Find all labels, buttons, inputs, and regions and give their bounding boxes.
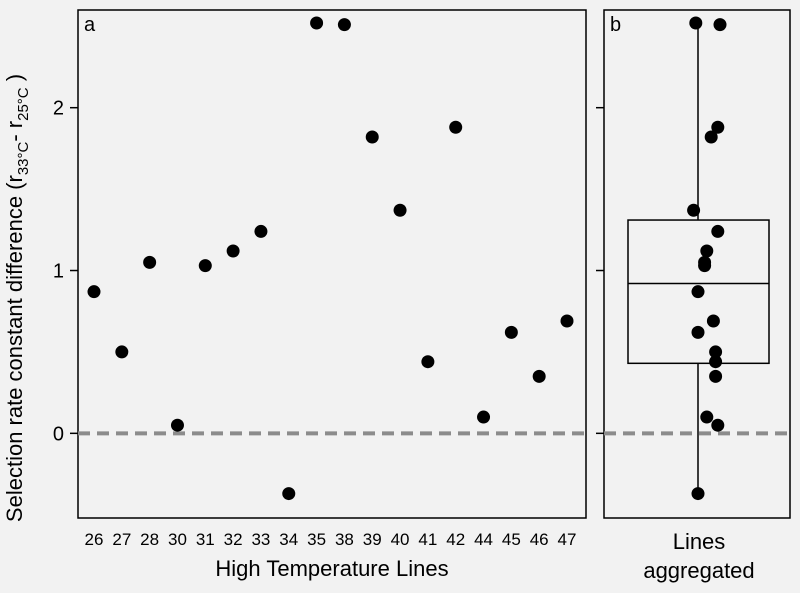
aggregated-data-point <box>711 120 725 134</box>
panel-b: b Lines aggregated <box>596 9 791 583</box>
data-point-line-32 <box>226 244 240 258</box>
data-point-line-42 <box>449 120 463 134</box>
y-axis-label-mid: - r <box>2 121 27 142</box>
y-axis-label-suffix: ) <box>2 74 27 87</box>
panel-a: a 0 1 2 26 27 28 30 31 32 33 34 35 38 39 40 41 42 44 45 46… <box>53 9 587 581</box>
x-tick-label: 46 <box>530 530 549 549</box>
data-point-line-26 <box>87 285 101 299</box>
panel-b-x-label-line2: aggregated <box>643 558 754 583</box>
data-point-line-27 <box>115 345 129 359</box>
aggregated-data-point <box>711 224 725 238</box>
panel-a-x-tick-labels: 26 27 28 30 31 32 33 34 35 38 39 40 41 42 44 45 46 47 <box>85 530 577 549</box>
x-tick-label: 44 <box>474 530 493 549</box>
x-tick-label: 41 <box>418 530 437 549</box>
x-tick-label: 40 <box>391 530 410 549</box>
x-tick-label: 47 <box>558 530 577 549</box>
x-tick-label: 28 <box>140 530 159 549</box>
aggregated-data-point <box>713 18 727 32</box>
y-tick-label: 2 <box>53 98 64 120</box>
panel-a-y-axis: 0 1 2 <box>53 98 78 445</box>
data-point-line-44 <box>477 410 491 424</box>
aggregated-data-point <box>706 314 720 328</box>
y-axis-label-prefix: Selection rate constant difference (r <box>2 175 27 522</box>
y-axis-label: Selection rate constant difference (r33°… <box>2 74 32 522</box>
panel-b-boxplot <box>627 23 770 494</box>
aggregated-data-point <box>691 325 705 339</box>
data-point-line-33 <box>254 224 268 238</box>
panel-b-points <box>687 16 727 501</box>
aggregated-data-point <box>700 410 714 424</box>
panel-b-frame <box>603 9 791 519</box>
x-tick-label: 38 <box>335 530 354 549</box>
data-point-line-31 <box>198 259 212 273</box>
panel-b-x-label-line1: Lines <box>673 529 726 554</box>
data-point-line-30 <box>170 418 184 432</box>
y-tick-label: 1 <box>53 261 64 283</box>
data-point-line-47 <box>560 314 574 328</box>
y-axis-label-sub1: 33°C <box>15 141 32 175</box>
data-point-line-46 <box>532 369 546 383</box>
data-point-line-39 <box>365 130 379 144</box>
x-tick-label: 27 <box>112 530 131 549</box>
data-point-line-34 <box>282 487 296 501</box>
aggregated-data-point <box>691 285 705 299</box>
x-tick-label: 33 <box>251 530 270 549</box>
aggregated-data-point <box>691 487 705 501</box>
x-tick-label: 39 <box>363 530 382 549</box>
x-tick-label: 35 <box>307 530 326 549</box>
x-tick-label: 31 <box>196 530 215 549</box>
data-point-line-38 <box>337 18 351 32</box>
x-tick-label: 32 <box>224 530 243 549</box>
aggregated-data-point <box>689 16 703 30</box>
aggregated-data-point <box>709 369 723 383</box>
aggregated-data-point <box>700 244 714 258</box>
panel-a-x-axis-label: High Temperature Lines <box>215 556 448 581</box>
x-tick-label: 45 <box>502 530 521 549</box>
aggregated-data-point <box>711 418 725 432</box>
x-tick-label: 30 <box>168 530 187 549</box>
panel-a-points <box>87 16 574 501</box>
panel-b-y-ticks <box>596 106 604 435</box>
x-tick-label: 26 <box>85 530 104 549</box>
aggregated-data-point <box>709 355 723 369</box>
aggregated-data-point <box>687 203 701 217</box>
data-point-line-40 <box>393 203 407 217</box>
aggregated-data-point <box>704 130 718 144</box>
x-tick-label: 42 <box>446 530 465 549</box>
data-point-line-41 <box>421 355 435 369</box>
aggregated-data-point <box>709 345 723 359</box>
box-iqr <box>627 219 770 365</box>
data-point-line-28 <box>143 255 157 269</box>
data-point-line-45 <box>504 325 518 339</box>
panel-a-label: a <box>84 14 96 36</box>
data-point-line-35 <box>310 16 324 30</box>
y-tick-label: 0 <box>53 423 64 445</box>
x-tick-label: 34 <box>279 530 298 549</box>
panel-b-label: b <box>610 14 621 36</box>
panel-a-frame <box>77 9 587 519</box>
y-axis-label-sub2: 25°C <box>15 87 32 121</box>
aggregated-data-point <box>698 259 712 273</box>
